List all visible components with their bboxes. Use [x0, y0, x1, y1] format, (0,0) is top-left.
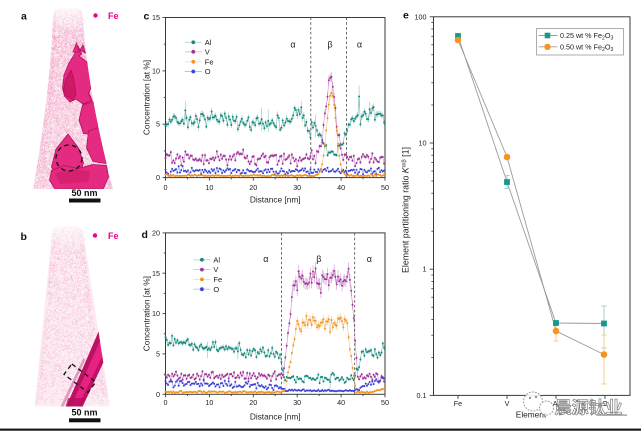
svg-text:V: V: [505, 399, 510, 408]
svg-text:50: 50: [381, 398, 389, 407]
svg-text:V: V: [205, 47, 210, 56]
svg-text:Al: Al: [553, 399, 560, 408]
svg-text:100: 100: [415, 12, 427, 21]
svg-text:a: a: [21, 11, 27, 23]
svg-text:0.1: 0.1: [417, 391, 427, 400]
svg-text:Distance [nm]: Distance [nm]: [250, 195, 301, 205]
svg-text:40: 40: [337, 398, 345, 407]
svg-text:0.50 wt % Fe2O3: 0.50 wt % Fe2O3: [560, 42, 613, 53]
svg-text:0: 0: [164, 398, 168, 407]
svg-text:30: 30: [293, 183, 301, 192]
svg-text:0: 0: [164, 183, 168, 192]
svg-text:0.25 wt % Fe2O3: 0.25 wt % Fe2O3: [560, 31, 613, 42]
svg-text:Element partitioning ratio Kα/: Element partitioning ratio Kα/β [1]: [401, 147, 411, 273]
svg-text:e: e: [403, 10, 409, 22]
svg-text:α: α: [357, 40, 362, 50]
svg-text:V: V: [213, 265, 218, 274]
svg-text:50 nm: 50 nm: [71, 408, 97, 418]
svg-text:15: 15: [152, 13, 160, 22]
svg-text:b: b: [21, 231, 27, 243]
svg-text:Fe: Fe: [108, 231, 119, 241]
svg-text:Concentration [at %]: Concentration [at %]: [142, 276, 152, 351]
svg-text:10: 10: [205, 398, 213, 407]
svg-text:Fe: Fe: [454, 399, 462, 408]
svg-text:0: 0: [156, 173, 160, 182]
svg-text:d: d: [142, 229, 148, 241]
svg-text:20: 20: [152, 228, 160, 237]
svg-text:Fe: Fe: [205, 57, 214, 66]
svg-text:10: 10: [205, 183, 213, 192]
svg-text:α: α: [367, 254, 372, 264]
svg-text:Fe: Fe: [213, 275, 222, 284]
svg-text:Element: Element: [516, 410, 547, 420]
svg-text:c: c: [144, 11, 150, 23]
svg-text:50 nm: 50 nm: [71, 188, 97, 198]
svg-text:0: 0: [156, 390, 160, 399]
svg-text:β: β: [316, 254, 321, 264]
svg-text:O: O: [205, 67, 211, 76]
svg-text:10: 10: [419, 139, 427, 148]
svg-text:10: 10: [152, 309, 160, 318]
svg-text:Fe: Fe: [108, 11, 119, 21]
svg-text:Al: Al: [205, 38, 212, 47]
svg-text:20: 20: [249, 183, 257, 192]
svg-text:β: β: [327, 40, 332, 50]
svg-text:Distance [nm]: Distance [nm]: [250, 412, 301, 422]
svg-text:5: 5: [156, 349, 160, 358]
svg-text:α: α: [263, 254, 268, 264]
svg-text:Al: Al: [213, 255, 220, 264]
svg-text:10: 10: [152, 66, 160, 75]
svg-text:20: 20: [249, 398, 257, 407]
svg-text:1: 1: [423, 265, 427, 274]
svg-text:O: O: [213, 285, 219, 294]
svg-text:5: 5: [156, 120, 160, 129]
svg-text:30: 30: [293, 398, 301, 407]
svg-text:40: 40: [337, 183, 345, 192]
svg-text:15: 15: [152, 269, 160, 278]
svg-text:α: α: [290, 40, 295, 50]
svg-text:50: 50: [381, 183, 389, 192]
svg-text:Concentration [at %]: Concentration [at %]: [142, 60, 152, 135]
